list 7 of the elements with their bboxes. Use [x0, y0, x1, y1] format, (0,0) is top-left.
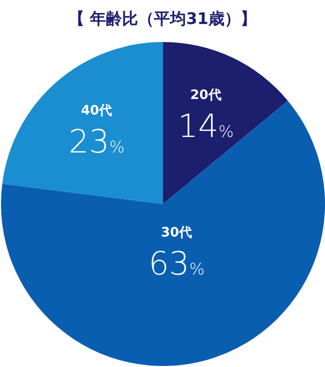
data-label: 14% [178, 107, 234, 146]
slice-label: 40代 [81, 104, 112, 119]
data-label: 23% [68, 122, 125, 161]
slice-label: 20代 [190, 88, 222, 104]
slice-label: 30代 [161, 226, 192, 241]
title: 【 年齢比（平均31歳）】 [68, 9, 256, 28]
data-label: 63% [148, 244, 205, 283]
